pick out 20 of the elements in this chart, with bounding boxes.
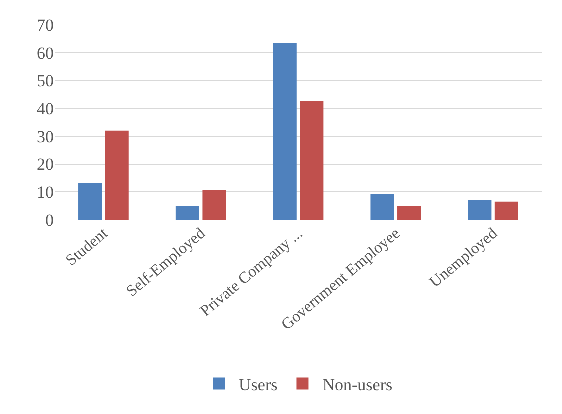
bar	[398, 206, 422, 220]
bar	[176, 206, 200, 220]
bar	[202, 190, 226, 220]
bar	[273, 43, 297, 220]
y-tick-label: 10	[37, 183, 54, 202]
bar	[468, 200, 492, 220]
bar	[105, 130, 129, 220]
legend-label: Non-users	[322, 375, 393, 394]
y-tick-label: 20	[37, 155, 54, 174]
y-tick-label: 0	[46, 210, 54, 230]
bar	[300, 101, 324, 220]
bar	[494, 202, 518, 220]
bar	[78, 183, 102, 220]
y-tick-label: 50	[37, 72, 54, 91]
y-tick-label: 60	[37, 44, 54, 63]
y-tick-label: 70	[37, 16, 54, 35]
legend-label: Users	[239, 375, 278, 394]
y-tick-label: 40	[37, 100, 54, 119]
bar	[370, 194, 394, 220]
y-tick-label: 30	[37, 127, 54, 146]
